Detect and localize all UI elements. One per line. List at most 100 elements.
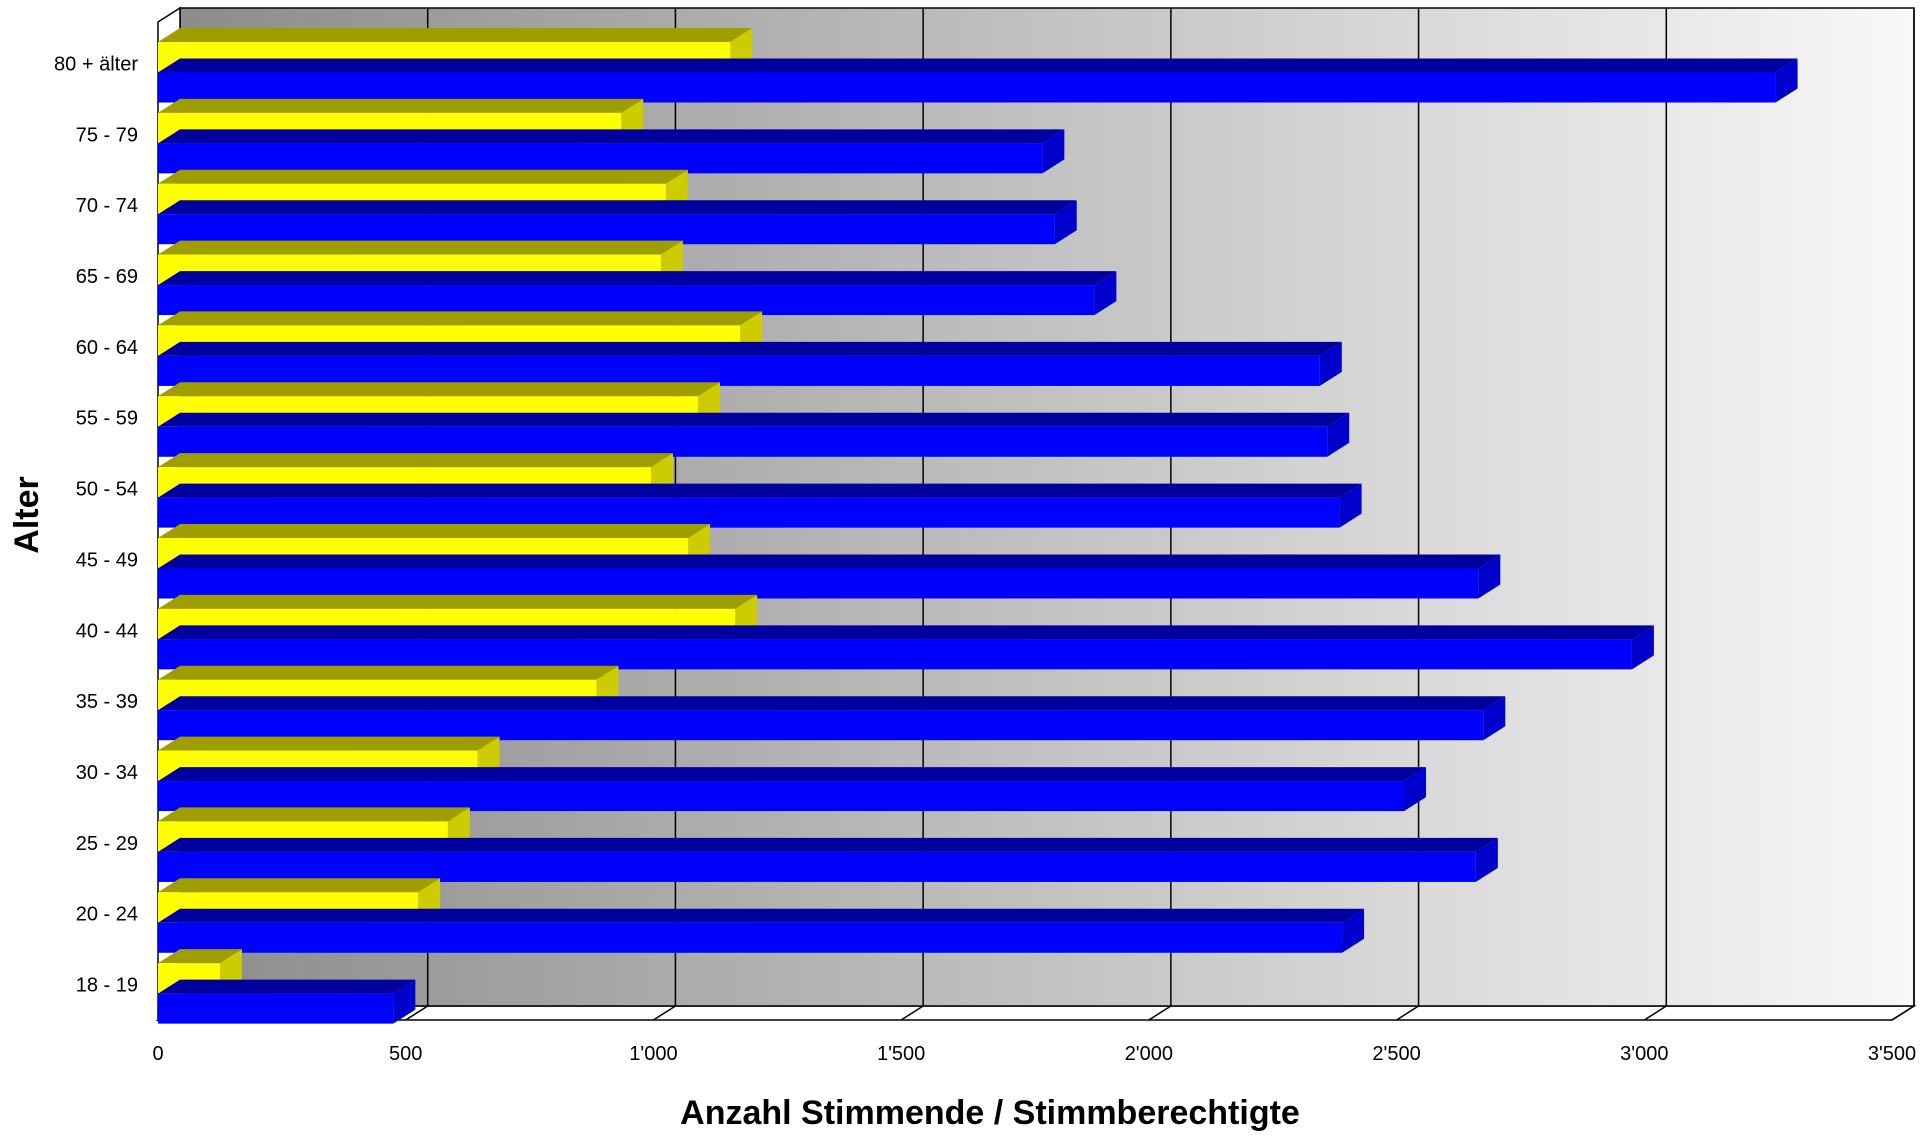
- bar-front-face: [158, 214, 1055, 245]
- bar-front-face: [158, 851, 1476, 882]
- bar-top-face: [158, 311, 763, 326]
- bar-end-face: [1042, 129, 1065, 174]
- x-tick-label: 2'500: [1372, 1043, 1420, 1065]
- x-tick-label: 3'500: [1868, 1043, 1916, 1065]
- bar-top-face: [158, 412, 1350, 427]
- x-tick-label: 1'000: [629, 1043, 677, 1065]
- bar-top-face: [158, 169, 688, 184]
- bar-blue: [158, 341, 1342, 386]
- bar-front-face: [158, 497, 1340, 528]
- bar-top-face: [158, 129, 1065, 144]
- bar-top-face: [158, 949, 242, 964]
- bar-end-face: [1339, 483, 1362, 528]
- chart-floor: [155, 1005, 1917, 1021]
- bar-top-face: [158, 736, 500, 751]
- x-tick-label: 0: [152, 1043, 163, 1065]
- y-tick-label: 60 - 64: [76, 337, 138, 359]
- bar-blue: [158, 908, 1365, 953]
- bar-end-face: [1478, 554, 1501, 599]
- bar-front-face: [158, 426, 1328, 457]
- y-tick-label: 55 - 59: [76, 408, 138, 430]
- bar-top-face: [158, 453, 673, 468]
- y-tick-label: 30 - 34: [76, 762, 138, 784]
- y-axis-title: Alter: [8, 476, 46, 553]
- bar-end-face: [1327, 412, 1350, 457]
- bar-top-face: [158, 382, 721, 397]
- bar-top-face: [158, 240, 683, 255]
- bar-top-face: [158, 908, 1365, 923]
- bar-end-face: [1483, 696, 1506, 741]
- bar-top-face: [158, 28, 753, 42]
- bar-blue: [158, 554, 1501, 599]
- bar-top-face: [158, 665, 619, 680]
- y-tick-label: 50 - 54: [76, 479, 138, 501]
- bar-end-face: [1094, 271, 1117, 316]
- bar-blue: [158, 696, 1506, 741]
- bar-top-face: [158, 483, 1362, 498]
- y-tick-label: 40 - 44: [76, 620, 138, 642]
- bar-blue: [158, 200, 1077, 245]
- bar-top-face: [158, 625, 1654, 640]
- bar-end-face: [1319, 341, 1342, 386]
- bar-front-face: [158, 72, 1776, 103]
- bar-top-face: [158, 878, 441, 893]
- bar-end-face: [1054, 200, 1077, 245]
- bar-front-face: [158, 993, 394, 1024]
- bar-blue: [158, 625, 1654, 670]
- x-axis-title: Anzahl Stimmende / Stimmberechtigte: [680, 1094, 1300, 1132]
- bar-front-face: [158, 568, 1479, 599]
- bar-end-face: [1404, 767, 1427, 812]
- bar-front-face: [158, 143, 1043, 174]
- bar-top-face: [158, 837, 1498, 852]
- bar-blue: [158, 58, 1798, 103]
- bar-top-face: [158, 341, 1342, 356]
- bar-front-face: [158, 285, 1095, 316]
- bar-blue: [158, 767, 1427, 812]
- y-tick-labels: 80 + älter 75 - 79 70 - 74 65 - 69 60 - 64 55…: [54, 53, 138, 996]
- bar-front-face: [158, 639, 1632, 670]
- floor-tick: [900, 1005, 924, 1021]
- y-tick-label: 35 - 39: [76, 691, 138, 713]
- x-tick-label: 2'000: [1125, 1043, 1173, 1065]
- bar-blue: [158, 271, 1117, 316]
- bar-top-face: [158, 271, 1117, 286]
- floor-tick: [653, 1005, 676, 1021]
- y-tick-label: 18 - 19: [76, 975, 138, 997]
- bar-blue: [158, 129, 1065, 174]
- floor-tick: [1891, 1005, 1915, 1021]
- y-tick-label: 20 - 24: [76, 904, 138, 926]
- bar-top-face: [158, 767, 1427, 782]
- x-tick-label: 3'000: [1620, 1043, 1668, 1065]
- floor-tick: [405, 1005, 429, 1021]
- bar-end-face: [393, 979, 416, 1024]
- floor-tick: [1643, 1005, 1667, 1021]
- y-tick-label: 65 - 69: [76, 266, 138, 288]
- y-tick-label: 25 - 29: [76, 833, 138, 855]
- floor-tick: [1148, 1005, 1172, 1021]
- bar-top-face: [158, 58, 1798, 73]
- y-tick-label: 70 - 74: [76, 195, 138, 217]
- y-tick-label: 75 - 79: [76, 124, 138, 146]
- bar-top-face: [158, 200, 1077, 215]
- bar-end-face: [1475, 837, 1498, 882]
- bar-top-face: [158, 524, 711, 538]
- bar-front-face: [158, 781, 1405, 812]
- bar-blue: [158, 837, 1498, 882]
- x-tick-labels: 0 500 1'000 1'500 2'000 2'500 3'000 3'500: [152, 1043, 1916, 1065]
- bar-top-face: [158, 807, 470, 822]
- bar-top-face: [158, 98, 644, 113]
- bar-blue: [158, 412, 1350, 457]
- bar-top-face: [158, 696, 1506, 711]
- bar-front-face: [158, 710, 1484, 741]
- bar-blue: [158, 483, 1362, 528]
- x-tick-label: 500: [389, 1043, 422, 1065]
- floor-tick: [1396, 1005, 1419, 1021]
- bar-blue: [158, 979, 416, 1024]
- bar-top-face: [158, 554, 1501, 569]
- bar-top-face: [158, 594, 758, 609]
- bars: [158, 28, 1798, 1024]
- bar-end-face: [1631, 625, 1654, 670]
- bar-end-face: [1775, 58, 1798, 103]
- bar-top-face: [158, 979, 416, 994]
